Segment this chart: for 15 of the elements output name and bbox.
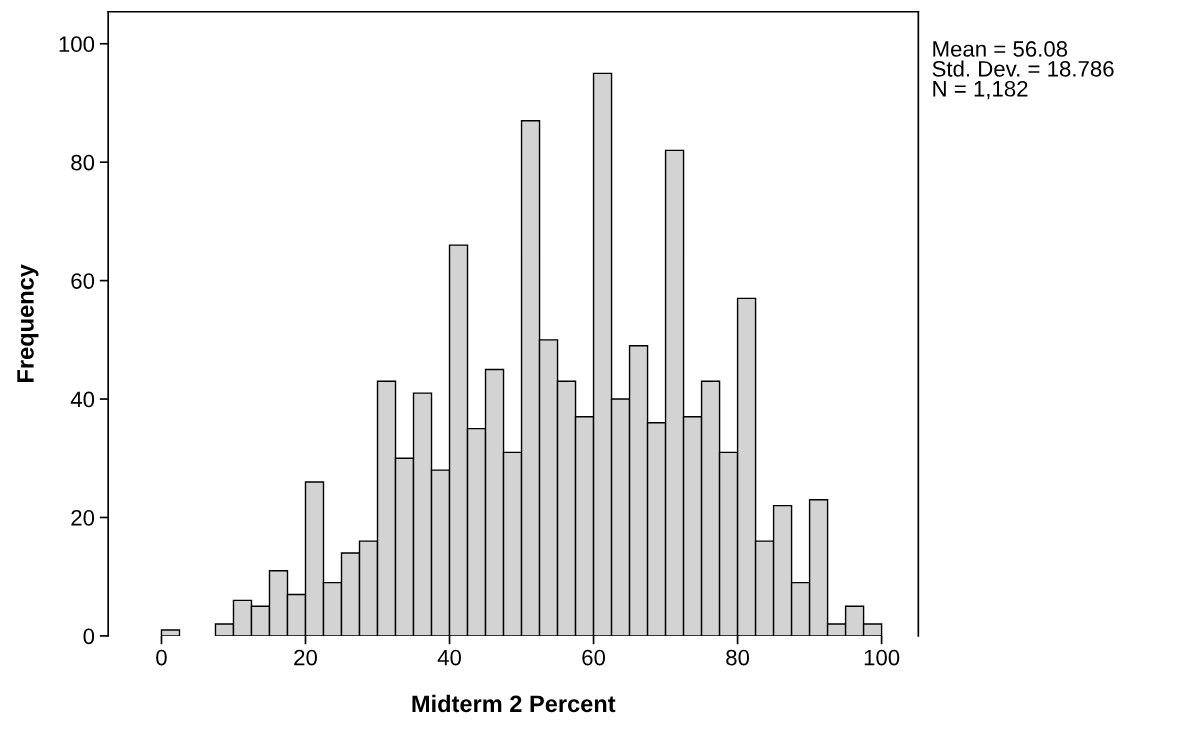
x-tick-label: 0 <box>156 649 167 666</box>
y-axis-title: Frequency <box>17 264 39 382</box>
text: Mean = 56.08 Std. Dev. = 18.786 N = 1,182 <box>932 41 1114 100</box>
y-tick-label: 20 <box>71 510 95 526</box>
y-tick-label: 60 <box>71 273 95 289</box>
y-tick-label: 0 <box>83 628 95 645</box>
x-tick-label: 80 <box>726 649 750 666</box>
x-tick-label: 60 <box>582 649 606 666</box>
x-tick-label: 40 <box>437 649 462 666</box>
y-tick-label: 40 <box>70 391 95 408</box>
x-tick-label: 20 <box>294 649 317 666</box>
x-axis-title: Midterm 2 Percent <box>412 694 616 713</box>
y-tick-label: 100 <box>59 36 95 53</box>
y-tick-label: 80 <box>71 154 95 171</box>
x-tick-label: 100 <box>864 649 900 666</box>
